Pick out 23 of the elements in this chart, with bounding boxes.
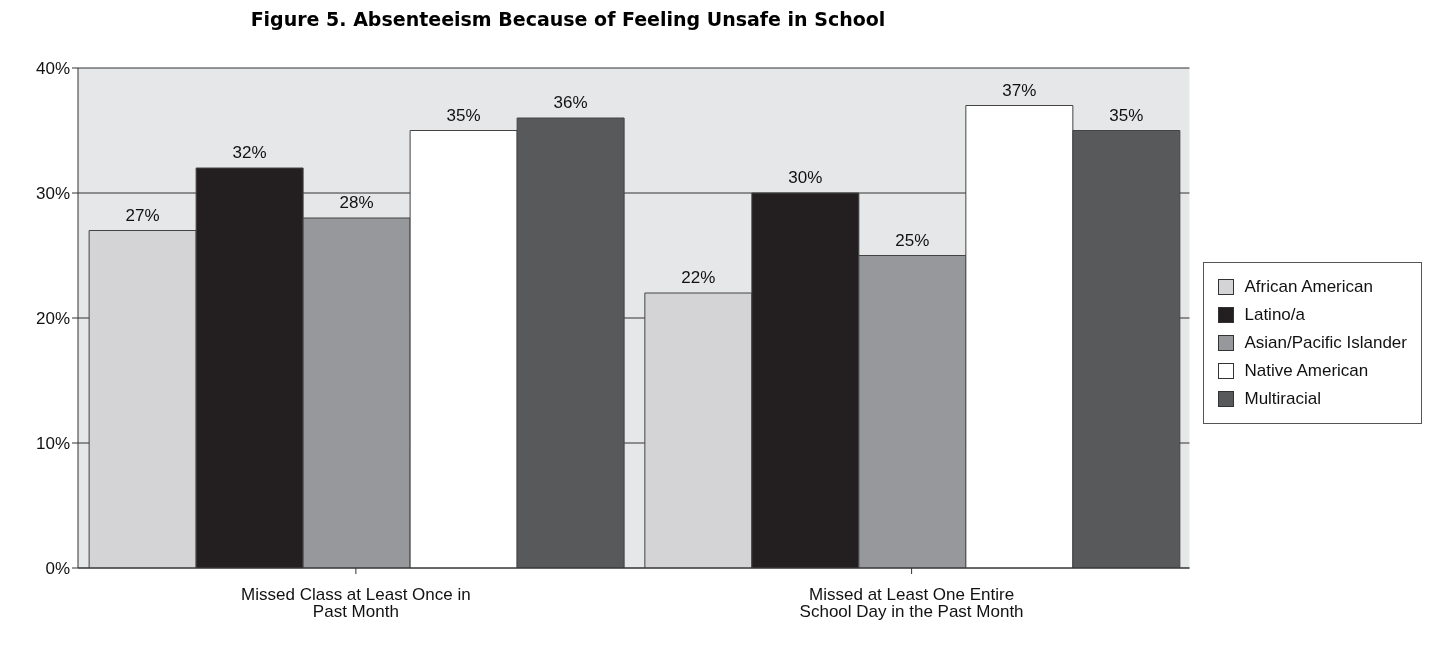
legend-label: African American [1244, 277, 1373, 297]
data-label: 27% [125, 205, 160, 225]
chart-title: Figure 5. Absenteeism Because of Feeling Unsafe in School [249, 8, 887, 32]
data-label: 35% [1109, 105, 1144, 125]
data-label: 36% [553, 93, 588, 112]
legend-label: Latino/a [1244, 305, 1305, 325]
legend-label: Native American [1244, 361, 1369, 381]
legend-label: Multiracial [1244, 389, 1321, 409]
y-tick-label: 30% [35, 184, 70, 204]
y-tick-label: 10% [35, 434, 70, 454]
x-tick-label: Missed Class at Least Once in Past Month [241, 585, 471, 622]
data-label: 22% [681, 268, 716, 287]
x-tick-label: Missed at Least One Entire School Day in the Past Month [799, 585, 1024, 622]
data-label: 30% [788, 168, 823, 187]
data-label: 32% [232, 143, 267, 162]
data-label: 25% [895, 230, 930, 250]
data-label: 37% [1002, 80, 1037, 100]
data-label: 28% [339, 193, 374, 212]
y-tick-label: 40% [35, 59, 70, 79]
y-tick-label: 20% [35, 309, 70, 329]
data-label: 35% [446, 105, 481, 125]
y-tick-label: 0% [45, 559, 70, 579]
legend-label: Asian/Pacific Islander [1244, 333, 1407, 353]
